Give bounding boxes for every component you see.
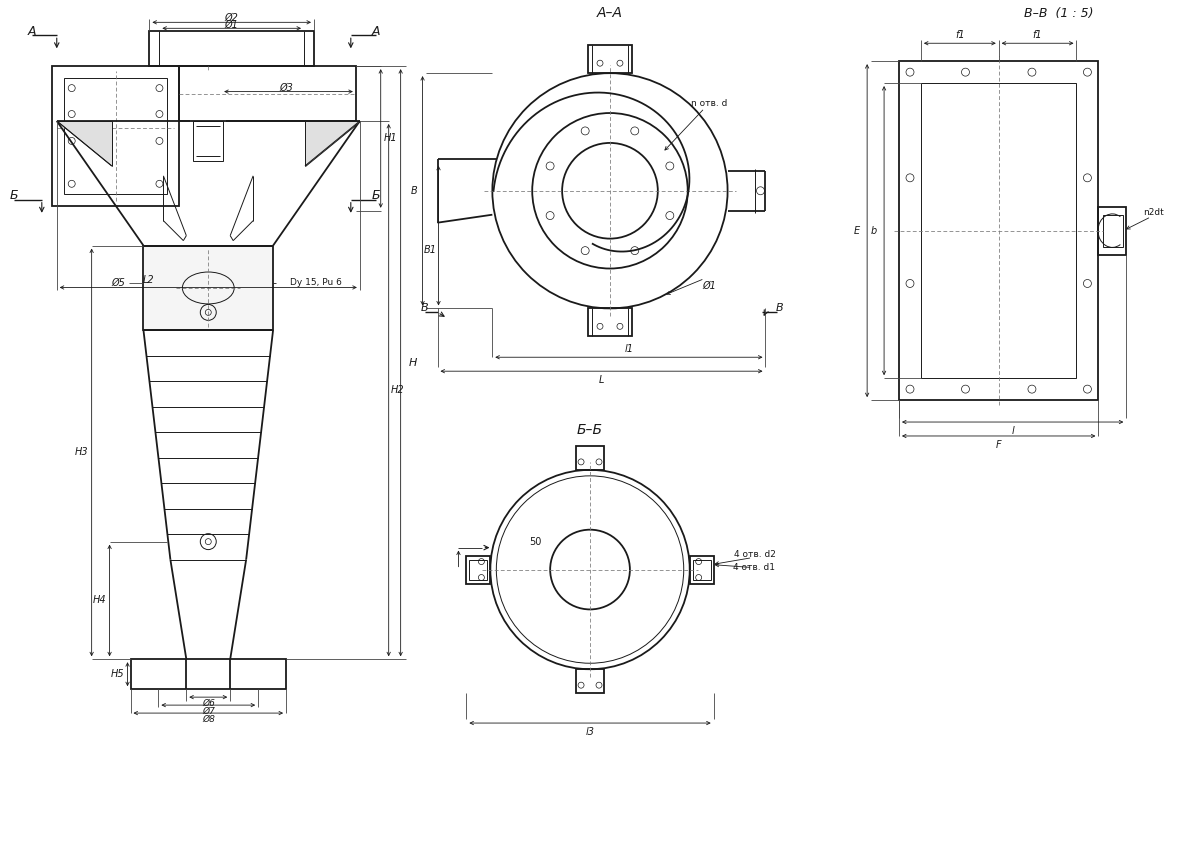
- Text: H1: H1: [384, 133, 397, 144]
- Text: В: В: [421, 304, 428, 313]
- Text: Dy 15, Pu 6: Dy 15, Pu 6: [290, 279, 342, 287]
- Bar: [193, 121, 223, 161]
- Text: 4 отв. d2: 4 отв. d2: [733, 550, 775, 559]
- Text: H4: H4: [92, 595, 107, 605]
- Text: B: B: [412, 186, 418, 196]
- Text: А–А: А–А: [596, 6, 623, 21]
- Polygon shape: [56, 121, 112, 166]
- Text: Ø7: Ø7: [202, 707, 215, 716]
- Text: l1: l1: [624, 344, 634, 354]
- Text: f1: f1: [955, 30, 965, 40]
- Bar: [467, 556, 491, 583]
- Text: Ø8: Ø8: [202, 715, 215, 723]
- Text: Б: Б: [372, 189, 380, 202]
- Text: А: А: [28, 25, 36, 38]
- Text: Б: Б: [10, 189, 18, 202]
- Bar: [920, 83, 1076, 378]
- Text: L2: L2: [143, 275, 155, 286]
- Text: H5: H5: [110, 669, 125, 679]
- Text: E: E: [854, 225, 860, 236]
- Bar: [588, 46, 632, 73]
- Text: А: А: [372, 25, 380, 38]
- Text: l: l: [1012, 426, 1014, 436]
- Text: B1: B1: [424, 244, 437, 255]
- Text: f1: f1: [1033, 30, 1043, 40]
- Text: Ø3: Ø3: [280, 83, 293, 93]
- Polygon shape: [305, 121, 360, 166]
- Bar: [52, 66, 179, 206]
- Text: n отв. d: n отв. d: [691, 99, 728, 108]
- Text: Б–Б: Б–Б: [577, 423, 604, 437]
- Bar: [144, 246, 274, 330]
- Text: H3: H3: [74, 447, 89, 458]
- Text: L: L: [599, 375, 604, 385]
- Text: Ø2: Ø2: [224, 12, 239, 22]
- Text: Ø6: Ø6: [202, 698, 215, 708]
- Bar: [692, 560, 710, 580]
- Text: Ø1: Ø1: [224, 19, 239, 29]
- Bar: [576, 446, 604, 470]
- Text: В: В: [775, 304, 784, 313]
- Text: Ø5: Ø5: [112, 278, 126, 288]
- Bar: [150, 31, 314, 66]
- Bar: [690, 556, 714, 583]
- Bar: [576, 669, 604, 693]
- Bar: [469, 560, 487, 580]
- Bar: [899, 61, 1098, 400]
- Bar: [1098, 206, 1127, 255]
- Text: H2: H2: [391, 385, 404, 395]
- Text: b: b: [871, 225, 877, 236]
- Text: В–В  (1 : 5): В–В (1 : 5): [1024, 7, 1093, 20]
- Text: H: H: [408, 358, 416, 368]
- Text: Ø1: Ø1: [703, 280, 716, 291]
- Bar: [64, 78, 168, 194]
- Bar: [131, 660, 286, 689]
- Text: n2dt: n2dt: [1142, 208, 1164, 218]
- Text: F: F: [996, 440, 1002, 450]
- Bar: [179, 66, 355, 121]
- Text: 4 отв. d1: 4 отв. d1: [733, 563, 775, 572]
- Bar: [588, 309, 632, 336]
- Text: l3: l3: [586, 727, 594, 737]
- Text: 50: 50: [529, 537, 541, 547]
- Bar: [1103, 215, 1123, 247]
